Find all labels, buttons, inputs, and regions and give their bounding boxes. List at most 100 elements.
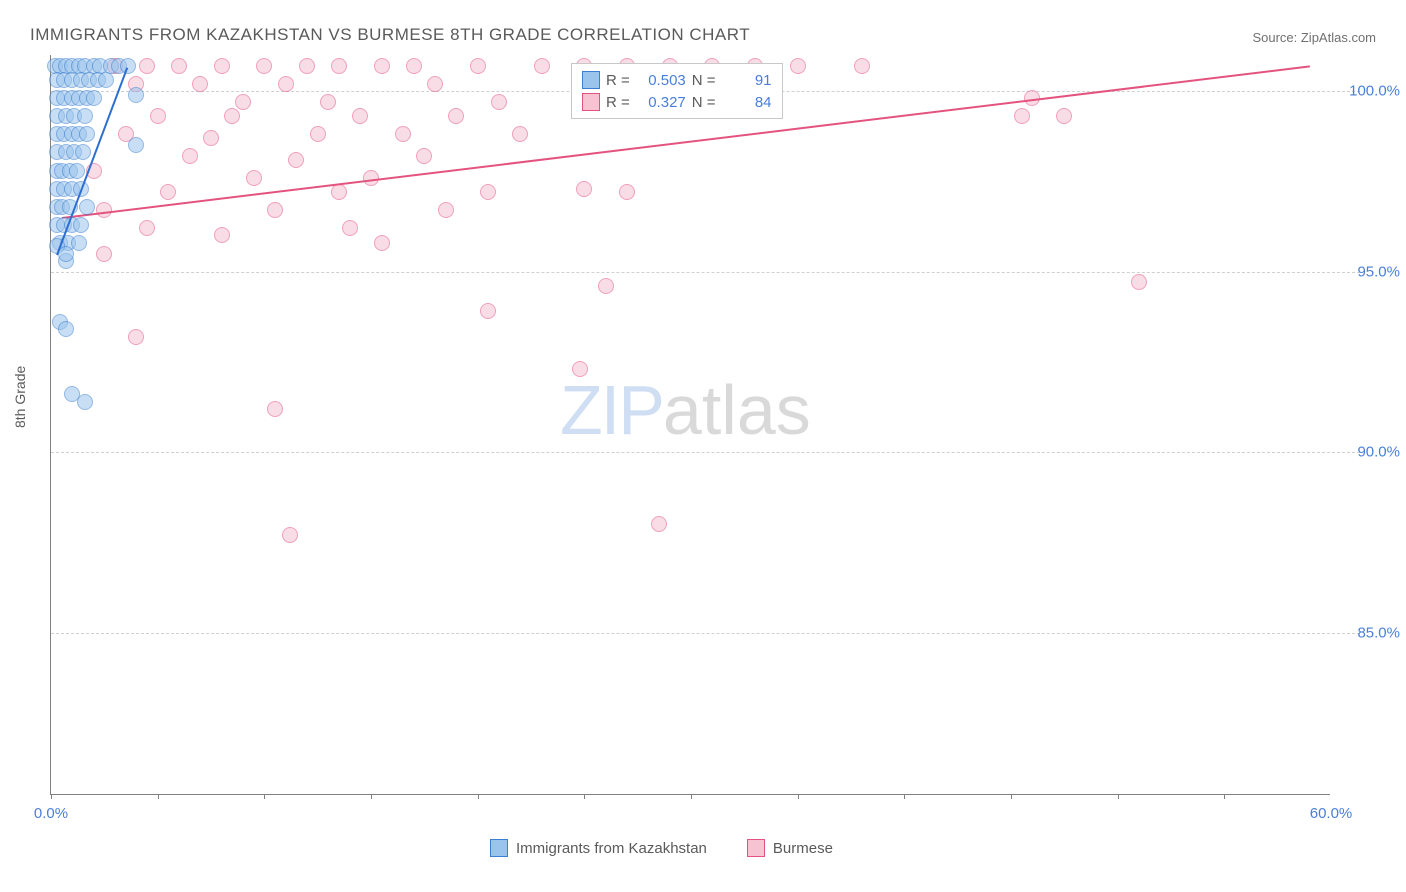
scatter-point (470, 58, 486, 74)
scatter-point (79, 199, 95, 215)
n-value-1: 91 (722, 72, 772, 89)
scatter-point (120, 58, 136, 74)
chart-title: IMMIGRANTS FROM KAZAKHSTAN VS BURMESE 8T… (30, 25, 750, 45)
x-tick (51, 794, 52, 799)
scatter-point (342, 220, 358, 236)
y-tick-label: 90.0% (1357, 444, 1400, 461)
scatter-point (139, 58, 155, 74)
x-tick (904, 794, 905, 799)
scatter-point (1131, 274, 1147, 290)
legend-stats-row-1: R = 0.503 N = 91 (582, 69, 772, 91)
scatter-point (256, 58, 272, 74)
scatter-point (139, 220, 155, 236)
grid-line (51, 272, 1360, 273)
scatter-point (448, 108, 464, 124)
scatter-point (438, 202, 454, 218)
grid-line (51, 452, 1360, 453)
r-value-1: 0.503 (636, 72, 686, 89)
x-tick (264, 794, 265, 799)
scatter-point (96, 246, 112, 262)
scatter-point (619, 184, 635, 200)
scatter-point (58, 321, 74, 337)
scatter-point (572, 361, 588, 377)
scatter-point (79, 126, 95, 142)
scatter-point (1056, 108, 1072, 124)
scatter-point (77, 394, 93, 410)
scatter-point (352, 108, 368, 124)
series-1-swatch (582, 71, 600, 89)
scatter-point (224, 108, 240, 124)
scatter-point (480, 184, 496, 200)
x-tick-label: 0.0% (34, 805, 68, 822)
x-tick-label: 60.0% (1310, 805, 1353, 822)
scatter-point (128, 87, 144, 103)
scatter-point (320, 94, 336, 110)
scatter-point (282, 527, 298, 543)
x-tick (691, 794, 692, 799)
y-tick-label: 95.0% (1357, 263, 1400, 280)
n-label-2: N = (692, 94, 716, 111)
r-label-1: R = (606, 72, 630, 89)
y-tick-label: 85.0% (1357, 624, 1400, 641)
scatter-point (214, 227, 230, 243)
x-tick (1011, 794, 1012, 799)
scatter-point (246, 170, 262, 186)
scatter-point (128, 329, 144, 345)
x-tick (158, 794, 159, 799)
scatter-point (77, 108, 93, 124)
y-tick-label: 100.0% (1349, 83, 1400, 100)
scatter-point (512, 126, 528, 142)
scatter-point (374, 235, 390, 251)
scatter-point (192, 76, 208, 92)
scatter-point (267, 202, 283, 218)
scatter-point (854, 58, 870, 74)
scatter-point (160, 184, 176, 200)
legend-item-1: Immigrants from Kazakhstan (490, 839, 707, 857)
legend-stats: R = 0.503 N = 91 R = 0.327 N = 84 (571, 63, 783, 119)
legend-item-2: Burmese (747, 839, 833, 857)
legend-label-1: Immigrants from Kazakhstan (516, 840, 707, 857)
scatter-point (69, 163, 85, 179)
scatter-point (374, 58, 390, 74)
scatter-point (534, 58, 550, 74)
source-attribution: Source: ZipAtlas.com (1252, 30, 1376, 45)
scatter-point (150, 108, 166, 124)
legend-swatch-2 (747, 839, 765, 857)
scatter-point (416, 148, 432, 164)
chart-container: IMMIGRANTS FROM KAZAKHSTAN VS BURMESE 8T… (0, 0, 1406, 892)
scatter-point (86, 90, 102, 106)
scatter-point (182, 148, 198, 164)
x-tick (584, 794, 585, 799)
scatter-point (267, 401, 283, 417)
scatter-point (480, 303, 496, 319)
scatter-point (235, 94, 251, 110)
scatter-point (278, 76, 294, 92)
scatter-point (651, 516, 667, 532)
scatter-point (790, 58, 806, 74)
scatter-point (299, 58, 315, 74)
scatter-point (128, 137, 144, 153)
scatter-point (576, 181, 592, 197)
scatter-point (310, 126, 326, 142)
scatter-point (406, 58, 422, 74)
plot-area: R = 0.503 N = 91 R = 0.327 N = 84 85.0%9… (50, 55, 1330, 795)
scatter-point (71, 235, 87, 251)
scatter-point (171, 58, 187, 74)
scatter-point (598, 278, 614, 294)
scatter-point (98, 72, 114, 88)
x-tick (478, 794, 479, 799)
legend-bottom: Immigrants from Kazakhstan Burmese (490, 839, 833, 857)
legend-label-2: Burmese (773, 840, 833, 857)
scatter-point (214, 58, 230, 74)
legend-swatch-1 (490, 839, 508, 857)
x-tick (371, 794, 372, 799)
scatter-point (203, 130, 219, 146)
scatter-point (427, 76, 443, 92)
scatter-point (331, 184, 347, 200)
scatter-point (1014, 108, 1030, 124)
legend-stats-row-2: R = 0.327 N = 84 (582, 91, 772, 113)
scatter-point (288, 152, 304, 168)
scatter-point (491, 94, 507, 110)
x-tick (798, 794, 799, 799)
n-value-2: 84 (722, 94, 772, 111)
